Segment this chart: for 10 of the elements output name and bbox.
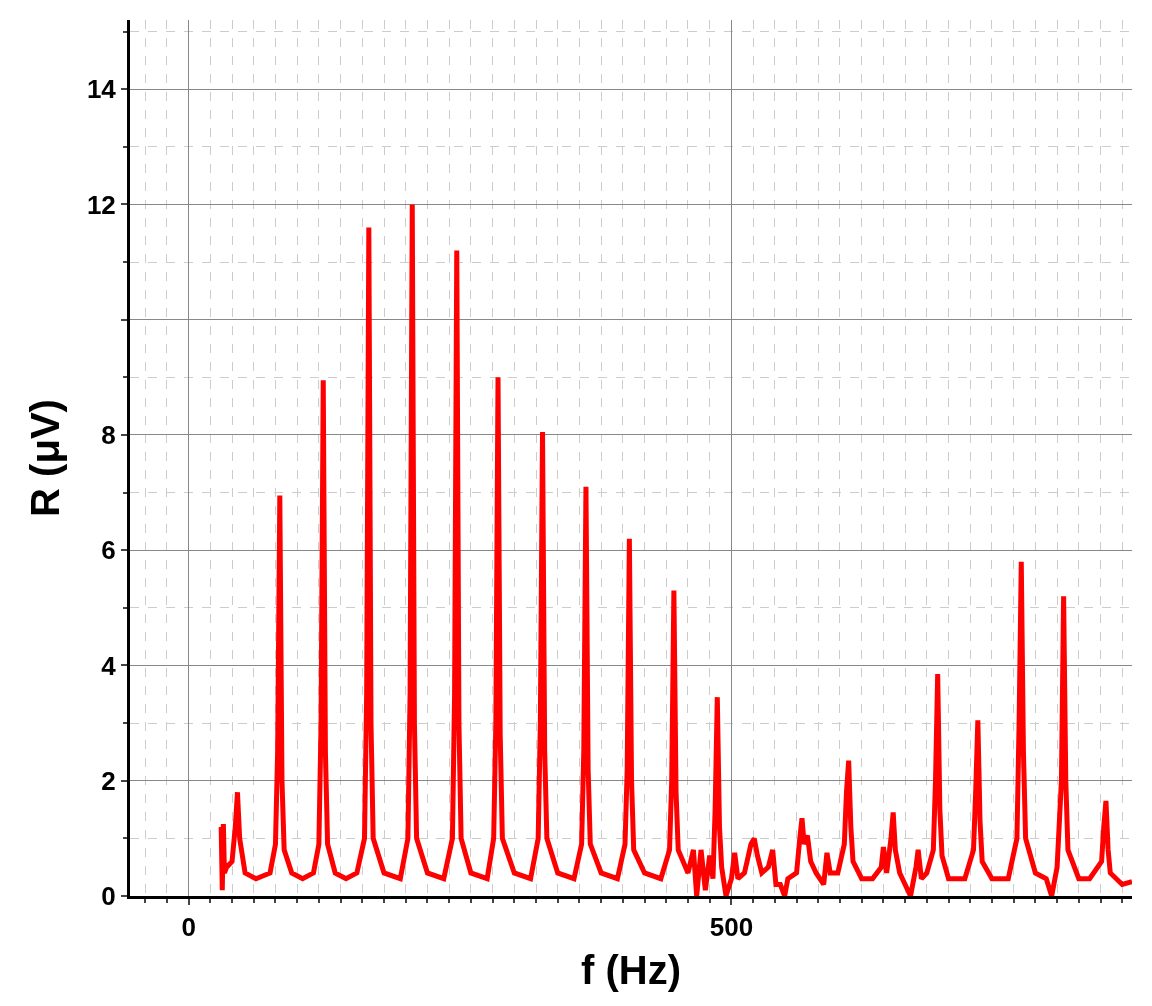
y-tick-label: 4 (101, 650, 117, 681)
x-tick-label: 500 (709, 912, 754, 943)
y-tick-label: 14 (86, 74, 117, 105)
x-axis-title: f (Hz) (581, 947, 681, 992)
y-tick-label: 12 (86, 189, 116, 220)
y-axis-title: R (μV) (23, 399, 68, 517)
y-tick-label: 6 (101, 535, 116, 566)
y-tick-label: 0 (101, 881, 116, 912)
y-tick-label: 8 (101, 420, 116, 451)
y-tick-label: 2 (101, 765, 116, 796)
